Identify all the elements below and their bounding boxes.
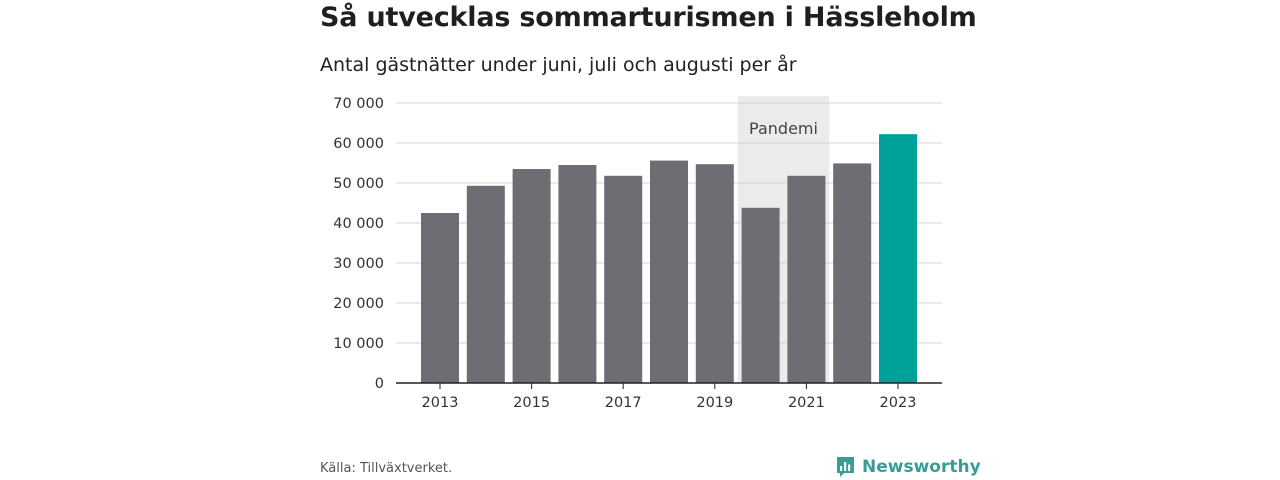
y-tick-label: 10 000 [333,336,384,352]
source-note: Källa: Tillväxtverket. [320,461,453,476]
y-tick-label: 60 000 [333,136,384,152]
bar-2020 [741,207,780,383]
y-tick-label: 70 000 [333,96,384,112]
y-tick-label: 40 000 [333,216,384,232]
bar-2014 [466,185,505,383]
bar-2018 [650,160,688,383]
bar-2019 [695,164,734,383]
y-tick-label: 20 000 [333,296,384,312]
y-tick-label: 50 000 [333,176,384,192]
y-tick-label: 0 [375,376,384,392]
bar-2021 [787,175,826,383]
pandemic-label: Pandemi [749,119,818,138]
x-tick-label: 2019 [696,395,733,411]
bar-2023 [879,134,917,383]
x-tick-label: 2023 [880,395,917,411]
brand[interactable]: Newsworthy [835,455,981,479]
bar-2022 [833,163,872,383]
x-tick-label: 2017 [605,395,642,411]
chart-title: Så utvecklas sommarturismen i Hässleholm [320,2,977,33]
bar-2015 [512,169,551,383]
bar-2016 [558,165,597,383]
y-tick-label: 30 000 [333,256,384,272]
newsworthy-logo-icon [837,457,854,477]
x-tick-label: 2015 [513,395,550,411]
x-tick-label: 2013 [422,395,459,411]
brand-name: Newsworthy [862,457,981,477]
bar-2013 [421,213,459,383]
x-tick-label: 2021 [788,395,825,411]
bar-2017 [604,175,643,383]
chart-subtitle: Antal gästnätter under juni, juli och au… [320,54,797,76]
